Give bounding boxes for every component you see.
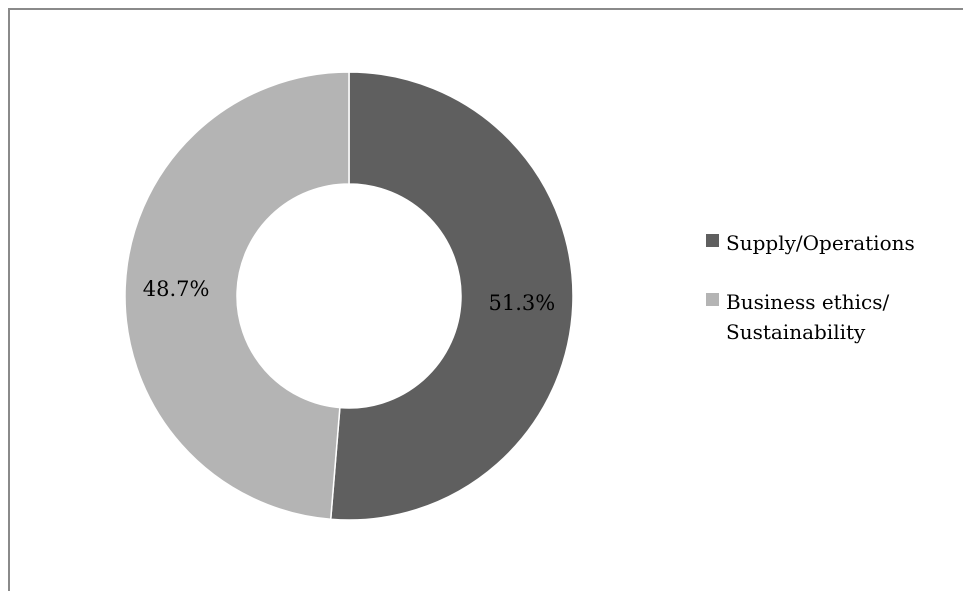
- slice-business-ethics-sustainability: [124, 71, 350, 521]
- legend-label-business-ethics-sustainability: Business ethics/ Sustainability: [726, 290, 890, 344]
- legend-swatch-supply-operations: [706, 234, 719, 247]
- slice-label-supply-operations: 51.3%: [488, 291, 555, 315]
- slice-supply-operations: [329, 71, 574, 521]
- chart-frame: [8, 8, 963, 591]
- legend-label-supply-operations: Supply/Operations: [726, 231, 915, 255]
- chart-legend: Supply/Operations Business ethics/ Susta…: [706, 228, 956, 376]
- slice-label-business-ethics-sustainability: 48.7%: [143, 277, 210, 301]
- legend-entry-business-ethics-sustainability: Business ethics/ Sustainability: [706, 287, 956, 347]
- legend-swatch-business-ethics-sustainability: [706, 293, 719, 306]
- legend-entry-supply-operations: Supply/Operations: [706, 228, 956, 258]
